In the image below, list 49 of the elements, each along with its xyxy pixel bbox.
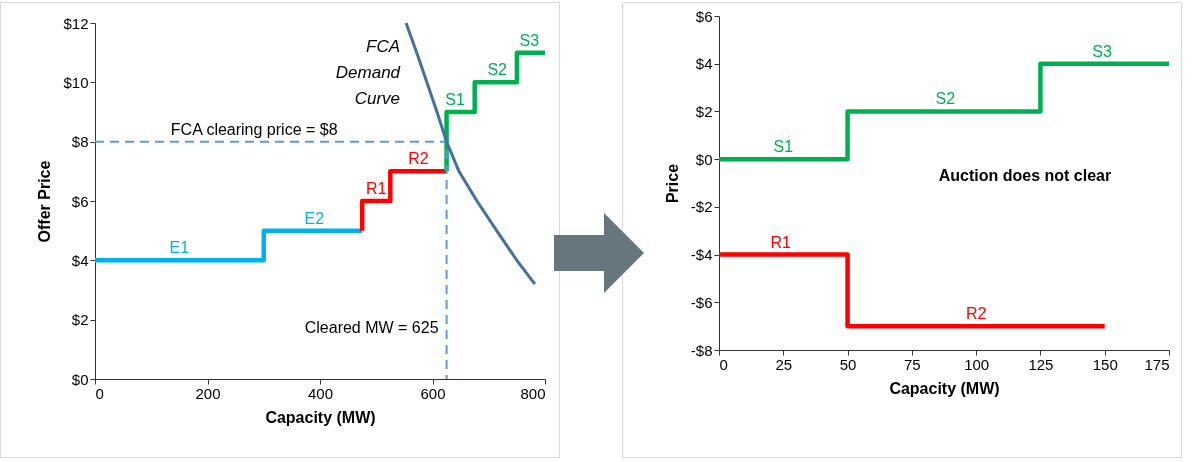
y-axis-title: Price xyxy=(663,163,681,204)
x-tick-label: 200 xyxy=(195,384,221,402)
y-tick-label: -$2 xyxy=(690,198,713,216)
x-tick-label: 0 xyxy=(719,355,728,373)
y-tick-label: $10 xyxy=(63,73,89,91)
y-tick-label: $0 xyxy=(71,370,89,388)
x-tick-label: 150 xyxy=(1092,355,1118,373)
y-tick-label: $2 xyxy=(695,102,713,120)
series-label: FCA Demand Curve xyxy=(335,37,401,108)
y-tick-label: $4 xyxy=(695,55,713,73)
annotation: S2 xyxy=(487,61,508,79)
annotation: E1 xyxy=(169,239,190,257)
x-tick-label: 25 xyxy=(775,355,793,373)
x-tick-label: 100 xyxy=(964,355,990,373)
annotation: E2 xyxy=(304,209,325,227)
annotation: S1 xyxy=(773,138,794,156)
x-tick-label: 600 xyxy=(420,384,446,402)
x-tick-label: 800 xyxy=(520,384,546,402)
annotation: S3 xyxy=(519,31,540,49)
x-tick-label: 75 xyxy=(904,355,921,373)
y-tick-label: $6 xyxy=(71,192,89,210)
y-tick-label: $0 xyxy=(695,150,713,168)
x-tick-label: 400 xyxy=(307,384,334,402)
x-tick-label: 50 xyxy=(839,355,857,373)
annotation: R1 xyxy=(770,233,792,251)
annotation: FCA clearing price = $8 xyxy=(170,120,338,138)
y-tick-label: -$6 xyxy=(690,293,713,311)
y-tick-label: $4 xyxy=(71,251,89,269)
x-tick-label: 125 xyxy=(1028,355,1054,373)
line-series xyxy=(404,21,537,286)
annotation: S1 xyxy=(445,91,465,108)
y-tick-label: $6 xyxy=(695,7,713,25)
x-tick-label: 0 xyxy=(95,384,104,402)
annotation: S2 xyxy=(935,90,956,108)
y-tick-label: $12 xyxy=(63,14,89,32)
y-tick-label: -$4 xyxy=(690,246,713,264)
annotation: S3 xyxy=(1092,42,1113,60)
annotation: R2 xyxy=(965,305,987,323)
x-axis-title: Capacity (MW) xyxy=(889,379,1000,397)
x-tick-label: 175 xyxy=(1144,355,1170,373)
x-axis-title: Capacity (MW) xyxy=(265,408,376,426)
annotation: Auction does not clear xyxy=(938,167,1112,185)
y-tick-label: $2 xyxy=(71,311,89,329)
y-tick-label: -$8 xyxy=(690,341,713,359)
y-tick-label: $8 xyxy=(71,133,89,151)
annotation: Cleared MW = 625 xyxy=(304,319,439,337)
annotation: R2 xyxy=(408,150,429,168)
annotation: R1 xyxy=(366,180,387,197)
y-axis-title: Offer Price xyxy=(36,160,54,243)
